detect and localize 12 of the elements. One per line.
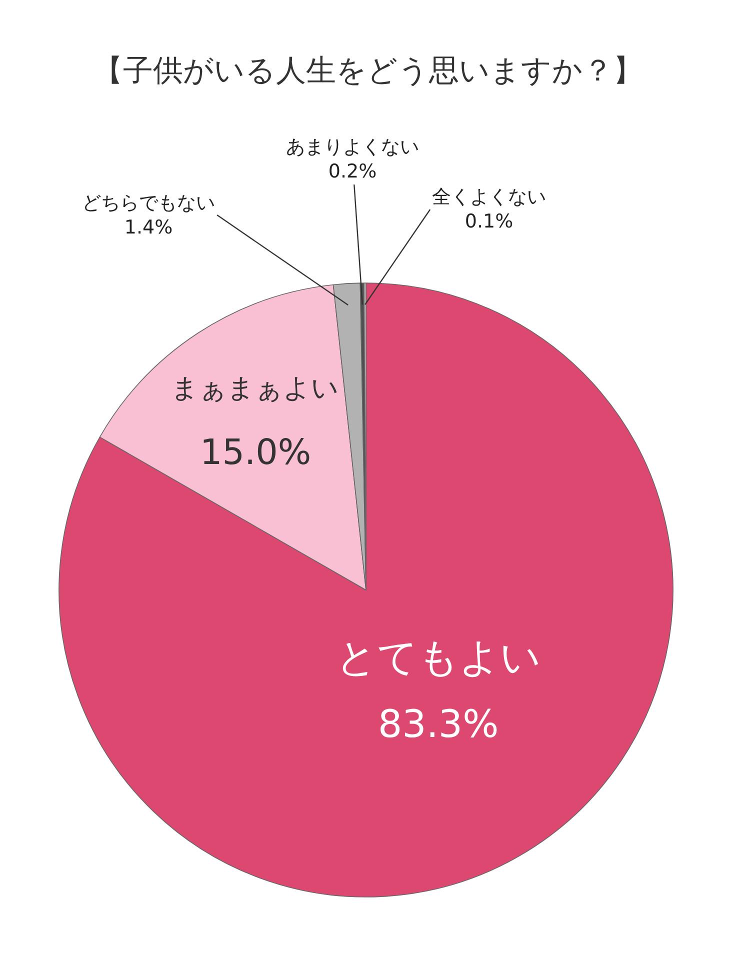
data-label: 1.4% <box>124 216 173 239</box>
data-label: 0.2% <box>328 160 377 183</box>
data-label: 83.3% <box>378 702 499 746</box>
slice-label: 全くよくない <box>432 186 546 208</box>
slice-label: まぁまぁよい <box>171 373 339 404</box>
slice-label: どちらでもない <box>82 192 215 214</box>
pie-slice <box>58 282 674 898</box>
slice-label: あまりよくない <box>286 136 419 158</box>
slice-label: とてもよい <box>336 635 541 681</box>
chart-title: 【子供がいる人生をどう思いますか？】 <box>93 54 643 88</box>
data-label: 15.0% <box>200 433 312 473</box>
data-label: 0.1% <box>464 210 514 233</box>
